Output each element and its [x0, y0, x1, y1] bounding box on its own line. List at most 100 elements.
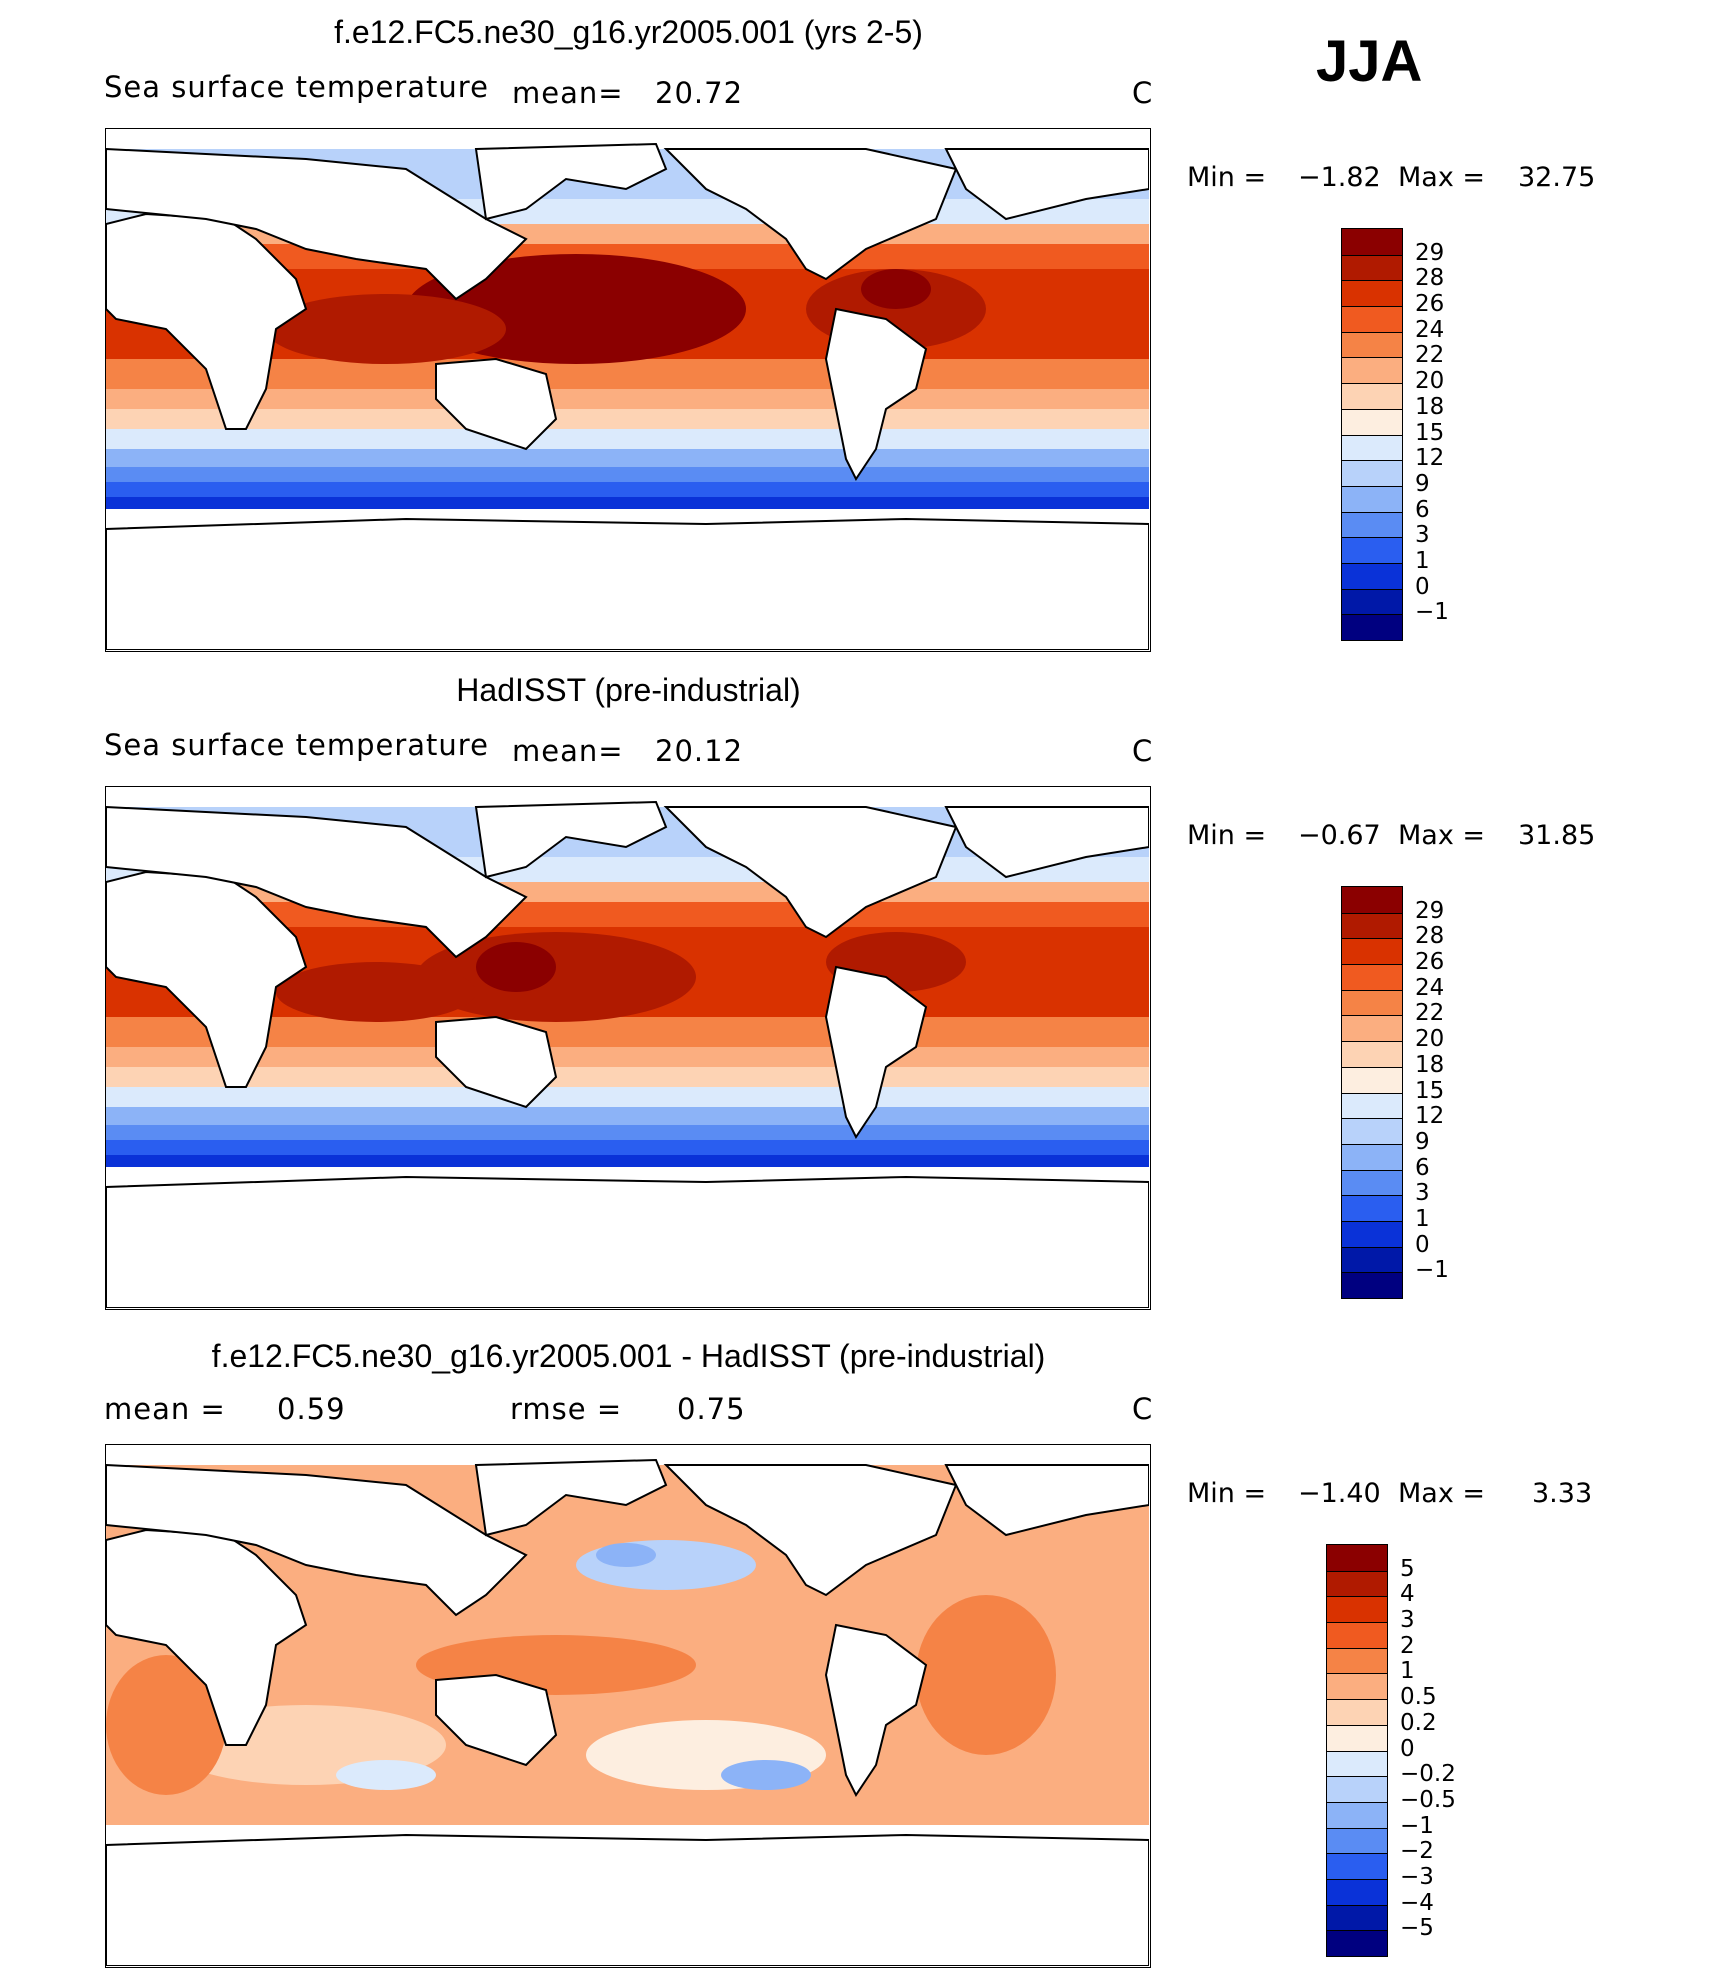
panel-3-colorbar [1326, 1544, 1388, 1957]
colorbar-tick-label: 28 [1415, 923, 1445, 950]
panel-1-map-svg [106, 129, 1149, 650]
colorbar-segment [1342, 1015, 1402, 1042]
colorbar-tick-label: −1 [1415, 599, 1449, 626]
colorbar-segment [1342, 1220, 1402, 1247]
season-label: JJA [1316, 29, 1423, 94]
colorbar-segment [1342, 306, 1402, 332]
colorbar-tick-label: −0.5 [1400, 1786, 1456, 1813]
panel-3-title: f.e12.FC5.ne30_g16.yr2005.001 - HadISST … [211, 1338, 1046, 1374]
colorbar-tick-label: 26 [1415, 949, 1445, 976]
panel-1-map [105, 128, 1151, 652]
colorbar-tick-label: 24 [1415, 974, 1445, 1001]
colorbar-segment [1342, 434, 1402, 461]
panel-1-min-value: −1.82 [1298, 162, 1381, 193]
panel-2-min-value: −0.67 [1298, 820, 1381, 851]
colorbar-tick-label: −0.2 [1400, 1761, 1456, 1788]
colorbar-segment [1342, 229, 1402, 255]
panel-3-mean-label: mean = [104, 1392, 226, 1426]
colorbar-tick-label: 22 [1415, 342, 1445, 369]
panel-3-units: C [1132, 1392, 1154, 1426]
panel-1-max-label: Max = [1398, 162, 1486, 193]
colorbar-tick-label: 1 [1400, 1658, 1415, 1685]
panel-2-mean-label: mean= [512, 734, 624, 768]
colorbar-tick-label: 18 [1415, 1051, 1445, 1078]
colorbar-segment [1342, 408, 1402, 435]
colorbar-segment [1342, 383, 1402, 409]
panel-3-rmse-value: 0.75 [677, 1392, 746, 1426]
panel-1-units: C [1132, 76, 1154, 110]
colorbar-segment [1342, 1118, 1402, 1144]
colorbar-tick-label: −2 [1400, 1838, 1434, 1865]
colorbar-segment [1342, 254, 1402, 281]
panel-1-variable-label: Sea surface temperature [104, 70, 489, 104]
panel-3-mean-value: 0.59 [277, 1392, 346, 1426]
panel-2-map-svg [106, 787, 1149, 1308]
panel-3-rmse-label: rmse = [510, 1392, 623, 1426]
panel-3-max-label: Max = [1398, 1478, 1486, 1509]
colorbar-segment [1342, 1092, 1402, 1119]
colorbar-segment [1342, 537, 1402, 563]
colorbar-tick-label: 1 [1415, 547, 1430, 574]
colorbar-segment [1342, 485, 1402, 512]
colorbar-segment [1342, 1041, 1402, 1067]
colorbar-segment [1342, 1246, 1402, 1273]
colorbar-segment [1327, 1545, 1387, 1571]
colorbar-segment [1342, 912, 1402, 939]
colorbar-tick-label: 0.5 [1400, 1684, 1437, 1711]
colorbar-tick-label: −1 [1400, 1812, 1434, 1839]
panel-2-mean-value: 20.12 [655, 734, 744, 768]
colorbar-tick-label: 3 [1400, 1607, 1415, 1634]
panel-1-min-label: Min = [1187, 162, 1267, 193]
colorbar-segment [1342, 1272, 1402, 1298]
panel-2-min-label: Min = [1187, 820, 1267, 851]
colorbar-segment [1342, 357, 1402, 384]
colorbar-segment [1327, 1673, 1387, 1700]
colorbar-tick-label: 6 [1415, 496, 1430, 523]
colorbar-tick-label: 3 [1415, 1180, 1430, 1207]
colorbar-tick-label: 0 [1415, 573, 1430, 600]
panel-3-map-svg [106, 1445, 1149, 1966]
colorbar-segment [1342, 989, 1402, 1016]
panel-2-max-value: 31.85 [1518, 820, 1596, 851]
colorbar-tick-label: 22 [1415, 1000, 1445, 1027]
panel-3-min-value: −1.40 [1298, 1478, 1381, 1509]
colorbar-tick-label: 9 [1415, 470, 1430, 497]
colorbar-segment [1327, 1801, 1387, 1828]
panel-2-title: HadISST (pre-industrial) [456, 672, 801, 708]
colorbar-segment [1342, 1169, 1402, 1196]
colorbar-tick-label: −4 [1400, 1889, 1434, 1916]
colorbar-tick-label: 9 [1415, 1128, 1430, 1155]
colorbar-segment [1342, 964, 1402, 990]
colorbar-tick-label: 20 [1415, 1026, 1445, 1053]
colorbar-segment [1327, 1776, 1387, 1802]
panel-2-variable-label: Sea surface temperature [104, 728, 489, 762]
panel-3-map [105, 1444, 1151, 1968]
colorbar-tick-label: 5 [1400, 1555, 1415, 1582]
colorbar-tick-label: 15 [1415, 1077, 1445, 1104]
colorbar-tick-label: 0 [1415, 1231, 1430, 1258]
colorbar-segment [1342, 511, 1402, 538]
colorbar-segment [1327, 1570, 1387, 1597]
colorbar-segment [1327, 1878, 1387, 1905]
colorbar-tick-label: 3 [1415, 522, 1430, 549]
colorbar-tick-label: 0.2 [1400, 1709, 1437, 1736]
colorbar-segment [1327, 1596, 1387, 1623]
panel-3-min-label: Min = [1187, 1478, 1267, 1509]
panel-1-mean-value: 20.72 [655, 76, 744, 110]
colorbar-tick-label: 1 [1415, 1205, 1430, 1232]
colorbar-segment [1342, 887, 1402, 913]
panel-1-mean-label: mean= [512, 76, 624, 110]
colorbar-tick-label: 12 [1415, 1103, 1445, 1130]
colorbar-tick-label: 20 [1415, 368, 1445, 395]
colorbar-tick-label: 2 [1400, 1632, 1415, 1659]
colorbar-tick-label: 29 [1415, 239, 1445, 266]
panel-2-units: C [1132, 734, 1154, 768]
colorbar-segment [1327, 1853, 1387, 1879]
colorbar-segment [1342, 460, 1402, 486]
colorbar-tick-label: 28 [1415, 265, 1445, 292]
colorbar-segment [1327, 1699, 1387, 1725]
colorbar-segment [1327, 1622, 1387, 1648]
colorbar-tick-label: −3 [1400, 1863, 1434, 1890]
colorbar-segment [1342, 938, 1402, 965]
panel-2-colorbar [1341, 886, 1403, 1299]
